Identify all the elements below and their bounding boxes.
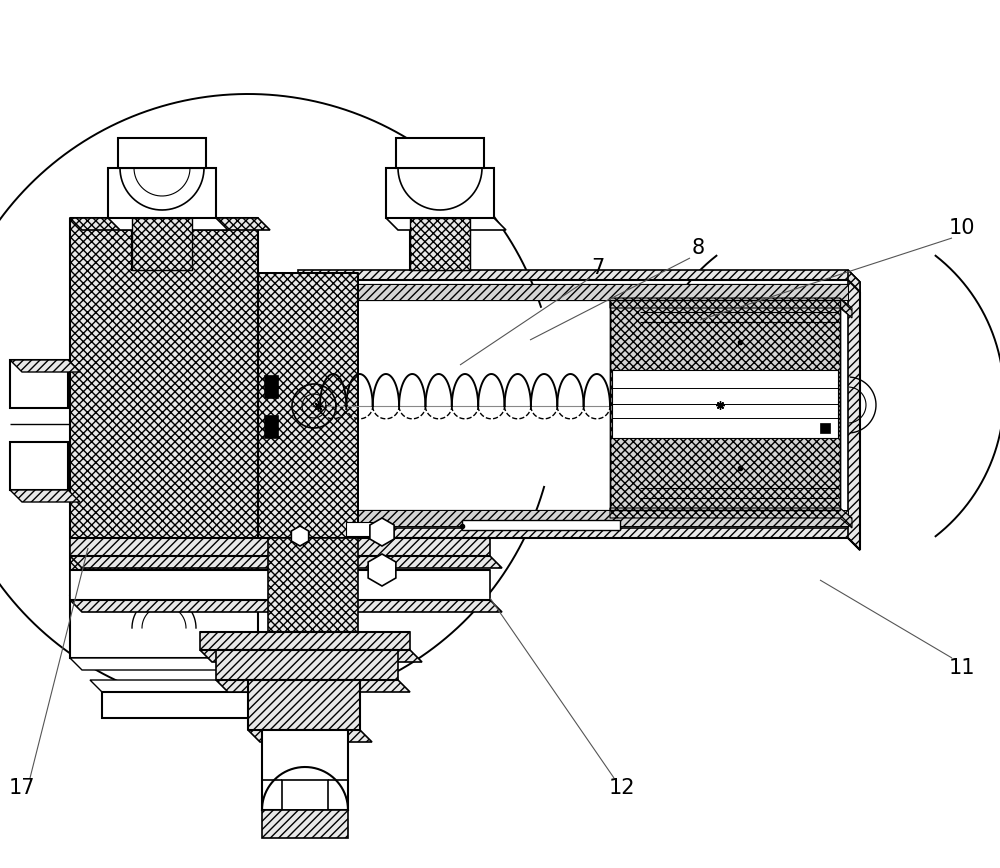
Polygon shape (396, 138, 484, 168)
Polygon shape (820, 423, 830, 433)
Polygon shape (610, 300, 840, 510)
Polygon shape (386, 168, 494, 218)
Polygon shape (310, 284, 848, 300)
Polygon shape (10, 360, 68, 408)
Polygon shape (268, 538, 358, 638)
Polygon shape (258, 273, 358, 540)
Polygon shape (70, 570, 490, 600)
Polygon shape (462, 520, 620, 530)
Polygon shape (70, 538, 490, 556)
Polygon shape (265, 416, 278, 438)
Text: 7: 7 (591, 258, 605, 278)
Polygon shape (410, 218, 470, 270)
Polygon shape (70, 218, 270, 230)
Polygon shape (310, 510, 848, 526)
Polygon shape (10, 442, 68, 490)
Polygon shape (298, 528, 860, 550)
Polygon shape (282, 780, 328, 810)
Polygon shape (70, 596, 258, 658)
Polygon shape (291, 526, 309, 546)
Polygon shape (610, 508, 852, 528)
Polygon shape (386, 218, 506, 230)
Polygon shape (90, 680, 252, 692)
Polygon shape (216, 680, 410, 692)
Polygon shape (132, 218, 192, 270)
Polygon shape (370, 518, 394, 546)
Polygon shape (70, 658, 270, 670)
Polygon shape (268, 638, 370, 650)
Polygon shape (10, 490, 80, 502)
Polygon shape (118, 138, 206, 168)
Text: 12: 12 (609, 778, 635, 798)
Polygon shape (108, 168, 216, 218)
Polygon shape (610, 298, 852, 318)
Polygon shape (10, 360, 80, 372)
Polygon shape (612, 370, 838, 438)
Polygon shape (262, 810, 348, 838)
Polygon shape (70, 218, 258, 596)
Polygon shape (216, 650, 398, 680)
Polygon shape (200, 650, 422, 662)
Polygon shape (70, 600, 502, 612)
Polygon shape (848, 270, 860, 550)
Polygon shape (248, 680, 360, 730)
Text: 10: 10 (949, 218, 975, 238)
Polygon shape (108, 218, 228, 230)
Text: 8: 8 (691, 238, 705, 258)
Polygon shape (258, 540, 370, 552)
Polygon shape (298, 270, 860, 292)
Polygon shape (102, 692, 252, 718)
Polygon shape (368, 554, 396, 586)
Polygon shape (200, 632, 410, 650)
Polygon shape (410, 218, 470, 270)
Polygon shape (265, 376, 278, 398)
Polygon shape (262, 730, 348, 810)
Polygon shape (248, 730, 372, 742)
Polygon shape (346, 522, 390, 536)
Polygon shape (132, 218, 192, 270)
Polygon shape (70, 556, 502, 568)
Text: 11: 11 (949, 658, 975, 678)
Text: 17: 17 (9, 778, 35, 798)
